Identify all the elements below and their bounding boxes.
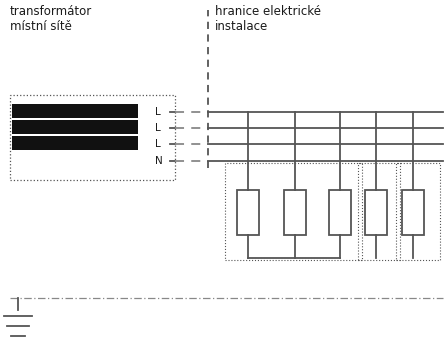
Text: transformátor
místní sítě: transformátor místní sítě <box>10 5 92 33</box>
Bar <box>365 190 387 235</box>
Bar <box>402 190 424 235</box>
Text: L: L <box>155 139 161 149</box>
Text: L: L <box>155 107 161 117</box>
Bar <box>237 190 259 235</box>
Bar <box>10 95 175 180</box>
Bar <box>12 104 138 118</box>
Bar <box>396 163 440 260</box>
Text: L: L <box>155 123 161 133</box>
Bar <box>358 163 400 260</box>
Bar <box>284 190 306 235</box>
Bar <box>12 120 138 134</box>
Bar <box>329 190 351 235</box>
Bar <box>12 136 138 150</box>
Bar <box>225 163 362 260</box>
Text: N: N <box>155 156 163 166</box>
Text: hranice elektrické
instalace: hranice elektrické instalace <box>215 5 321 33</box>
